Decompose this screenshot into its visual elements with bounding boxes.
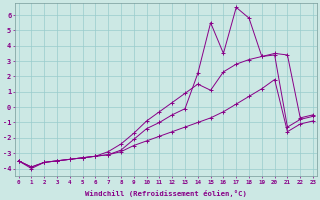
X-axis label: Windchill (Refroidissement éolien,°C): Windchill (Refroidissement éolien,°C) xyxy=(85,190,247,197)
